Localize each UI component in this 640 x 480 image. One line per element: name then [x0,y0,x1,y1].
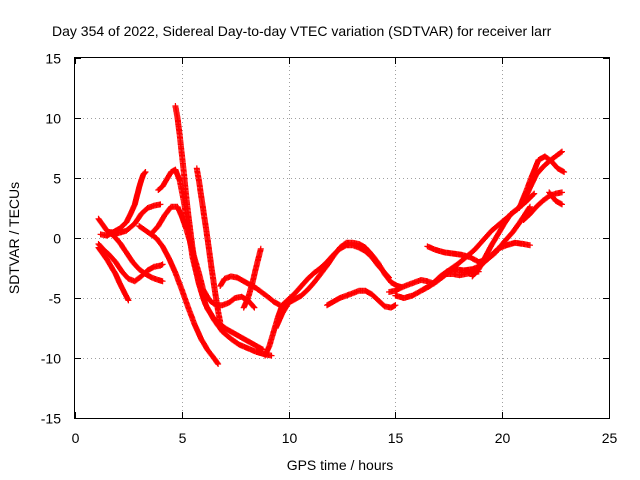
series-markers [95,244,132,304]
series-markers [95,241,166,285]
series-markers [240,245,264,311]
axis-ticks: 0 5 10 15 20 25 15 10 5 0 -5 -10 -15 [41,51,618,447]
series-markers [193,165,224,325]
series-markers [516,153,568,211]
series-markers [546,189,565,208]
series-23 [546,189,565,208]
series-12 [240,245,264,311]
series-13 [262,242,392,359]
y-axis-label: SDTVAR / TECUs [6,182,22,294]
series-1 [95,244,132,304]
plot-frame [74,57,610,419]
x-tick-label: 15 [388,430,404,446]
y-tick-label: -10 [41,351,61,367]
y-tick-label: 10 [45,111,61,127]
x-tick-label: 25 [602,430,618,446]
series-markers [424,203,533,265]
series-17 [392,239,533,301]
chart-title: Day 354 of 2022, Sidereal Day-to-day VTE… [52,23,552,39]
series-5 [106,201,164,237]
series-markers [136,223,222,367]
series-15 [324,287,399,311]
data-points [95,103,568,367]
series-19 [424,203,533,265]
y-tick-label: -15 [41,411,61,427]
series-14 [272,239,405,331]
x-tick-label: 0 [72,430,80,446]
series-markers [262,242,392,359]
x-tick-label: 5 [179,430,187,446]
y-tick-label: 15 [45,51,61,67]
series-9 [172,103,266,353]
series-markers [272,239,405,331]
series-markers [106,201,164,237]
series-markers [469,148,565,280]
series-markers [324,287,399,311]
series-21 [516,153,568,211]
grid-lines [75,58,609,418]
series-20 [469,148,565,280]
series-markers [392,239,533,301]
series-4 [95,241,166,285]
x-axis-label: GPS time / hours [287,457,394,473]
y-tick-label: -5 [49,291,62,307]
series-markers [172,103,266,353]
y-tick-label: 5 [53,171,61,187]
y-tick-label: 0 [53,231,61,247]
x-tick-label: 20 [495,430,511,446]
series-6 [136,223,222,367]
series-10 [193,165,224,325]
x-tick-label: 10 [282,430,298,446]
